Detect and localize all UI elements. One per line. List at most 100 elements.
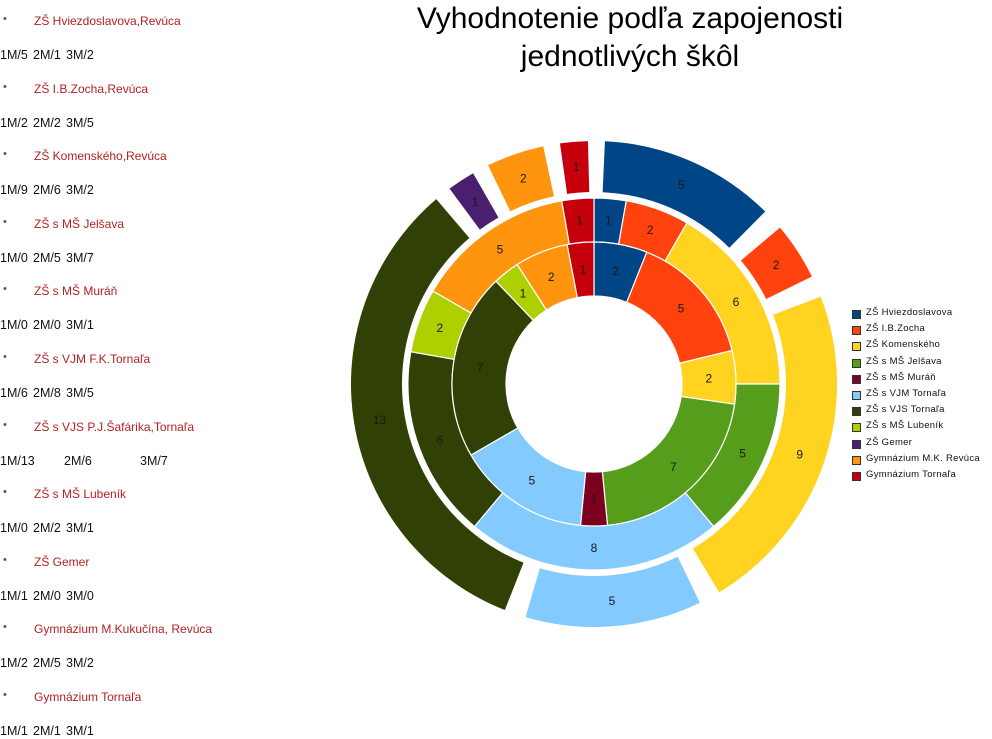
bullet-icon: • <box>3 418 7 431</box>
bullet-icon: • <box>3 215 7 228</box>
legend-label: ZŠ s VJM Tornaľa <box>866 388 947 399</box>
slice-value-label: 6 <box>437 433 444 447</box>
legend-swatch <box>852 358 861 368</box>
slice-value-label: 2 <box>520 171 527 185</box>
score-value: 3M/0 <box>66 588 94 603</box>
doughnut-slice <box>488 146 554 212</box>
slice-value-label: 1 <box>472 195 479 209</box>
chart-title-line-2: jednotlivých škôl <box>520 40 740 73</box>
slice-value-label: 2 <box>706 372 713 386</box>
doughnut-slice <box>351 199 524 611</box>
school-name: Gymnázium Tornaľa <box>34 690 142 704</box>
score-value: 3M/7 <box>66 250 94 265</box>
legend-swatch <box>852 342 861 352</box>
score-value: 1M/2 <box>0 115 28 130</box>
bullet-icon: • <box>3 351 7 363</box>
score-value: 3M/2 <box>66 656 94 671</box>
score-value: 2M/0 <box>33 588 61 603</box>
doughnut-slice <box>559 141 590 194</box>
legend-label: Gymnázium Tornaľa <box>866 469 957 480</box>
chart-title: Vyhodnotenie podľa zapojenosti jednotliv… <box>350 0 910 76</box>
score-value: 2M/6 <box>33 183 61 198</box>
score-value: 2M/6 <box>64 453 92 468</box>
slice-value-label: 2 <box>548 270 555 284</box>
school-name: ZŠ Hviezdoslavova,Revúca <box>34 14 181 28</box>
score-value: 3M/5 <box>66 386 94 400</box>
bullet-icon: • <box>3 553 7 566</box>
score-value: 2M/1 <box>33 724 61 738</box>
score-value: 1M/9 <box>0 183 28 198</box>
score-value: 2M/2 <box>33 115 61 130</box>
bullet-icon: • <box>3 148 7 161</box>
slice-value-label: 5 <box>678 302 685 316</box>
bullet-icon: • <box>3 689 7 701</box>
slice-value-label: 1 <box>573 160 580 174</box>
score-value: 2M/0 <box>33 318 61 333</box>
slice-value-label: 7 <box>477 361 484 375</box>
school-name: ZŠ s MŠ Jelšava <box>34 216 125 231</box>
score-value: 1M/0 <box>0 250 28 265</box>
legend-swatch <box>852 472 861 481</box>
slice-value-label: 1 <box>605 214 612 228</box>
slice-value-label: 1 <box>576 214 583 228</box>
slice-value-label: 1 <box>591 492 598 506</box>
score-value: 3M/1 <box>66 521 94 536</box>
slice-value-label: 1 <box>520 287 527 301</box>
bullet-icon: • <box>3 621 7 634</box>
legend-swatch <box>852 423 861 433</box>
slice-value-label: 1 <box>580 263 587 277</box>
legend-label: ZŠ s MŠ Muráň <box>866 371 936 383</box>
school-name: ZŠ Komenského,Revúca <box>34 149 167 164</box>
school-name: ZŠ s MŠ Lubeník <box>34 487 127 502</box>
slice-value-label: 8 <box>591 541 598 555</box>
bullet-icon: • <box>3 80 7 93</box>
slice-value-label: 5 <box>678 178 685 192</box>
score-value: 1M/0 <box>0 318 28 333</box>
slice-value-label: 6 <box>733 295 740 309</box>
score-value: 1M/1 <box>0 724 28 738</box>
legend-label: ZŠ s MŠ Lubeník <box>866 420 944 432</box>
slice-value-label: 2 <box>773 258 780 272</box>
school-name: Gymnázium M.Kukučína, Revúca <box>34 622 213 637</box>
legend-label: Gymnázium M.K. Revúca <box>866 452 980 464</box>
doughnut-slice <box>602 141 766 248</box>
chart-title-line-1: Vyhodnotenie podľa zapojenosti <box>416 2 844 35</box>
slice-value-label: 5 <box>497 243 504 257</box>
legend-label: ZŠ Komenského <box>866 339 941 351</box>
slice-value-label: 13 <box>373 413 387 427</box>
legend-swatch <box>852 310 861 319</box>
score-value: 3M/1 <box>66 318 94 333</box>
slice-value-label: 5 <box>528 474 535 488</box>
score-value: 2M/5 <box>33 656 61 671</box>
score-value: 2M/1 <box>33 48 61 62</box>
score-value: 1M/2 <box>0 656 28 671</box>
score-value: 3M/2 <box>66 48 94 62</box>
score-value: 1M/1 <box>0 588 28 603</box>
legend-swatch <box>852 374 861 384</box>
score-value: 2M/8 <box>33 386 61 400</box>
doughnut-slice <box>692 296 837 593</box>
score-value: 1M/5 <box>0 48 28 62</box>
slice-value-label: 2 <box>647 223 654 237</box>
doughnut-slice <box>566 241 595 299</box>
school-name: ZŠ Gemer <box>34 554 90 569</box>
legend-swatch <box>852 439 861 449</box>
legend-label: ZŠ I.B.Zocha <box>866 323 926 335</box>
school-name: ZŠ s VJS P.J.Šafárika,Tornaľa <box>34 419 195 434</box>
doughnut-slice <box>740 227 812 300</box>
school-name: ZŠ I.B.Zocha,Revúca <box>34 81 149 96</box>
legend-swatch <box>852 391 861 400</box>
slice-value-label: 9 <box>796 448 803 462</box>
score-value: 2M/2 <box>33 521 61 536</box>
score-value: 3M/7 <box>140 453 168 468</box>
slice-value-label: 2 <box>612 264 619 278</box>
score-value: 3M/2 <box>66 183 94 198</box>
bullet-icon: • <box>3 283 7 296</box>
score-value: 2M/5 <box>33 250 61 265</box>
legend-label: ZŠ s MŠ Jelšava <box>866 355 942 367</box>
score-value: 3M/5 <box>66 115 94 130</box>
slice-value-label: 7 <box>670 460 677 474</box>
legend-swatch <box>852 455 861 465</box>
legend-swatch <box>852 407 861 417</box>
